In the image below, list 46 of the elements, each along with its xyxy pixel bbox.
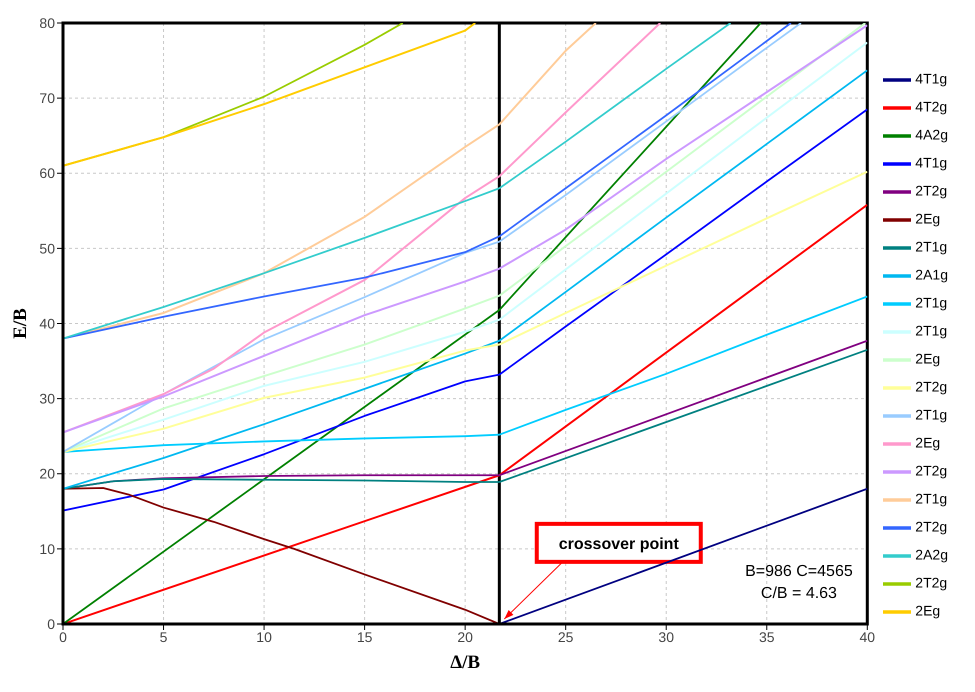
x-tick-label: 10 (256, 628, 272, 645)
y-tick-label: 50 (39, 240, 56, 256)
legend-label: 2Eg (915, 210, 940, 227)
legend-label: 2T1g (915, 322, 948, 339)
y-tick-label: 10 (39, 540, 56, 557)
x-tick-label: 15 (356, 628, 373, 645)
legend-label: 2T1g (915, 406, 948, 423)
line-series (63, 296, 868, 453)
legend-label: 2T2g (915, 462, 948, 479)
y-tick-label: 20 (39, 466, 56, 482)
y-tick-label: 70 (39, 90, 56, 106)
x-tick-label: 20 (457, 628, 474, 645)
legend-label: 2T2g (915, 518, 948, 535)
legend-label: 2A2g (915, 546, 948, 563)
legend-label: 2T1g (915, 238, 948, 255)
y-tick-label: 30 (39, 390, 56, 407)
legend-label: 4T2g (915, 98, 948, 115)
x-tick-label: 25 (558, 628, 574, 645)
y-tick-label: 80 (39, 14, 56, 31)
legend-label: 2Eg (915, 434, 940, 451)
legend-label: 2T2g (915, 378, 948, 395)
line-series (63, 23, 476, 167)
y-tick-label: 0 (47, 616, 56, 632)
annotation: C/B = 4.63 (760, 585, 838, 602)
y-tick-label: 60 (39, 165, 56, 182)
y-tick-label: 40 (39, 315, 56, 332)
legend-label: 4T1g (915, 154, 948, 171)
legend-label: 2A1g (915, 266, 948, 283)
legend-label: 2Eg (915, 602, 940, 619)
x-tick-label: 5 (160, 628, 168, 645)
x-tick-label: 40 (860, 628, 876, 645)
legend-label: 2T2g (915, 182, 948, 199)
y-axis-title: E/B (10, 308, 31, 339)
x-tick-label: 0 (59, 628, 68, 645)
x-tick-label: 30 (658, 628, 674, 645)
legend-label: 2T1g (915, 294, 948, 311)
legend-label: 2Eg (915, 350, 940, 367)
annotation: crossover point (558, 536, 680, 553)
x-axis-title: Δ/B (450, 652, 480, 673)
legend-label: 4T1g (915, 70, 948, 87)
x-tick-label: 35 (758, 628, 775, 645)
legend-label: 4A2g (915, 126, 948, 143)
legend-label: 2T2g (915, 574, 948, 591)
line-series (63, 170, 868, 453)
legend-label: 2T1g (915, 490, 948, 507)
annotation: B=986 C=4565 (745, 563, 853, 580)
